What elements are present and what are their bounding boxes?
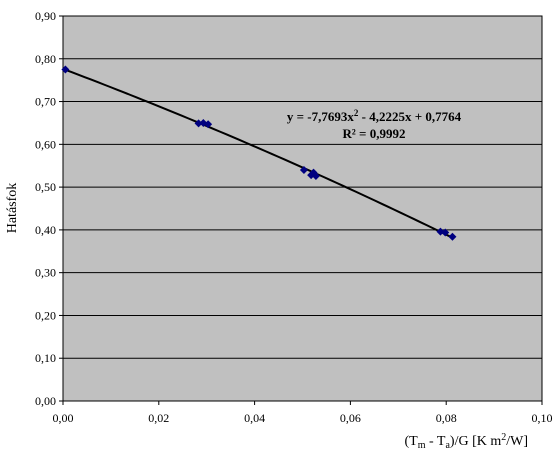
y-tick-label: 0,30 [35,266,56,280]
x-axis-title: (Tm - Ta)/G [K m2/W] [404,432,528,451]
x-tick-label: 0,04 [244,411,265,425]
y-tick-label: 0,00 [35,394,56,408]
trendline [65,68,453,239]
y-tick-label: 0,40 [35,223,56,237]
plot-area [62,15,543,402]
data-point [299,166,308,174]
y-tick-label: 0,10 [35,351,56,365]
data-point [311,171,320,180]
data-points [61,65,457,241]
r-squared-label: R² = 0,9992 [343,126,406,141]
gridlines [63,58,542,359]
data-point [61,65,70,74]
y-tick-label: 0,80 [35,52,56,66]
y-axis-title: Hatásfok [5,183,20,234]
trendline-path [65,68,453,239]
data-point [441,228,450,237]
y-tick-label: 0,20 [35,308,56,322]
axis-ticks: 0,00 0,10 0,20 0,30 0,40 0,50 0,60 0,70 0,80 0,90… [35,9,553,425]
trendline-equation: y = -7,7693x2 - 4,2225x + 0,7764 [287,108,462,124]
x-tick-label: 0,06 [340,411,361,425]
data-point [194,119,203,128]
x-tick-label: 0,08 [436,411,457,425]
x-tick-label: 0,02 [148,411,169,425]
y-tick-label: 0,70 [35,95,56,109]
y-tick-label: 0,50 [35,180,56,194]
y-tick-label: 0,90 [35,9,56,23]
data-point [448,232,457,241]
x-tick-label: 0,00 [53,411,74,425]
y-tick-label: 0,60 [35,137,56,151]
data-point [204,120,213,129]
x-tick-label: 0,10 [532,411,553,425]
